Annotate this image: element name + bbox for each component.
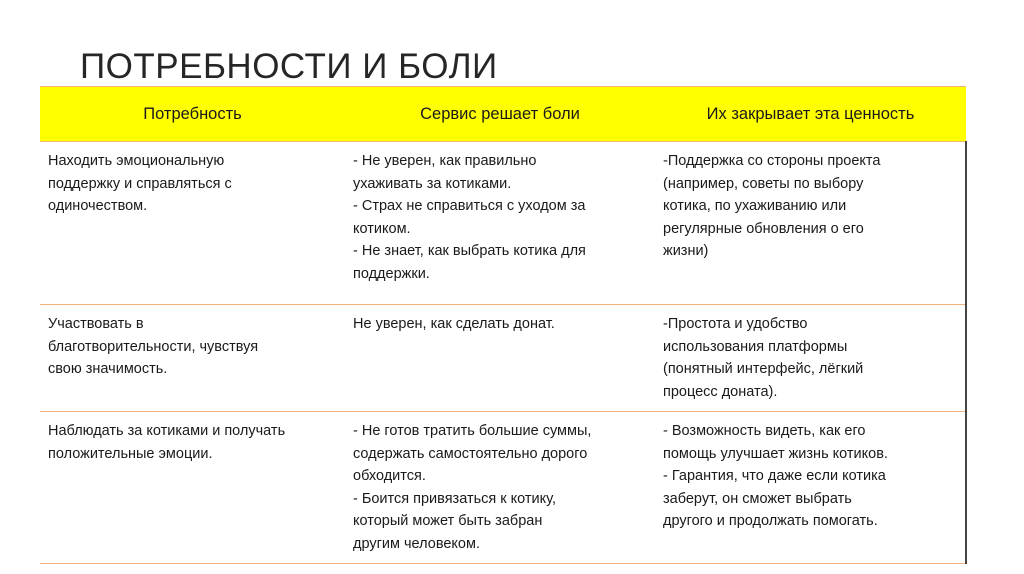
header-pains: Сервис решает боли xyxy=(345,86,655,142)
table-row: Участвовать в благотворительности, чувст… xyxy=(40,304,967,412)
needs-pains-table: Потребность Сервис решает боли Их закрыв… xyxy=(40,86,967,564)
cell-pains: Не уверен, как сделать донат. xyxy=(345,304,655,412)
header-row: Потребность Сервис решает боли Их закрыв… xyxy=(40,86,966,142)
cell-pains: - Не готов тратить большие суммы, содерж… xyxy=(345,411,655,564)
header-value: Их закрывает эта ценность xyxy=(655,86,966,142)
cell-pains: - Не уверен, как правильно ухаживать за … xyxy=(345,141,655,305)
cell-need: Находить эмоциональную поддержку и справ… xyxy=(40,141,345,305)
header-need: Потребность xyxy=(40,86,345,142)
cell-need: Наблюдать за котиками и получать положит… xyxy=(40,411,345,564)
table-row: Находить эмоциональную поддержку и справ… xyxy=(40,141,967,305)
table-row: Наблюдать за котиками и получать положит… xyxy=(40,411,967,564)
cell-value: - Возможность видеть, как его помощь улу… xyxy=(655,411,967,564)
cell-need: Участвовать в благотворительности, чувст… xyxy=(40,304,345,412)
cell-value: -Простота и удобство использования платф… xyxy=(655,304,967,412)
cell-value: -Поддержка со стороны проекта (например,… xyxy=(655,141,967,305)
slide-title: ПОТРЕБНОСТИ И БОЛИ xyxy=(80,47,498,87)
